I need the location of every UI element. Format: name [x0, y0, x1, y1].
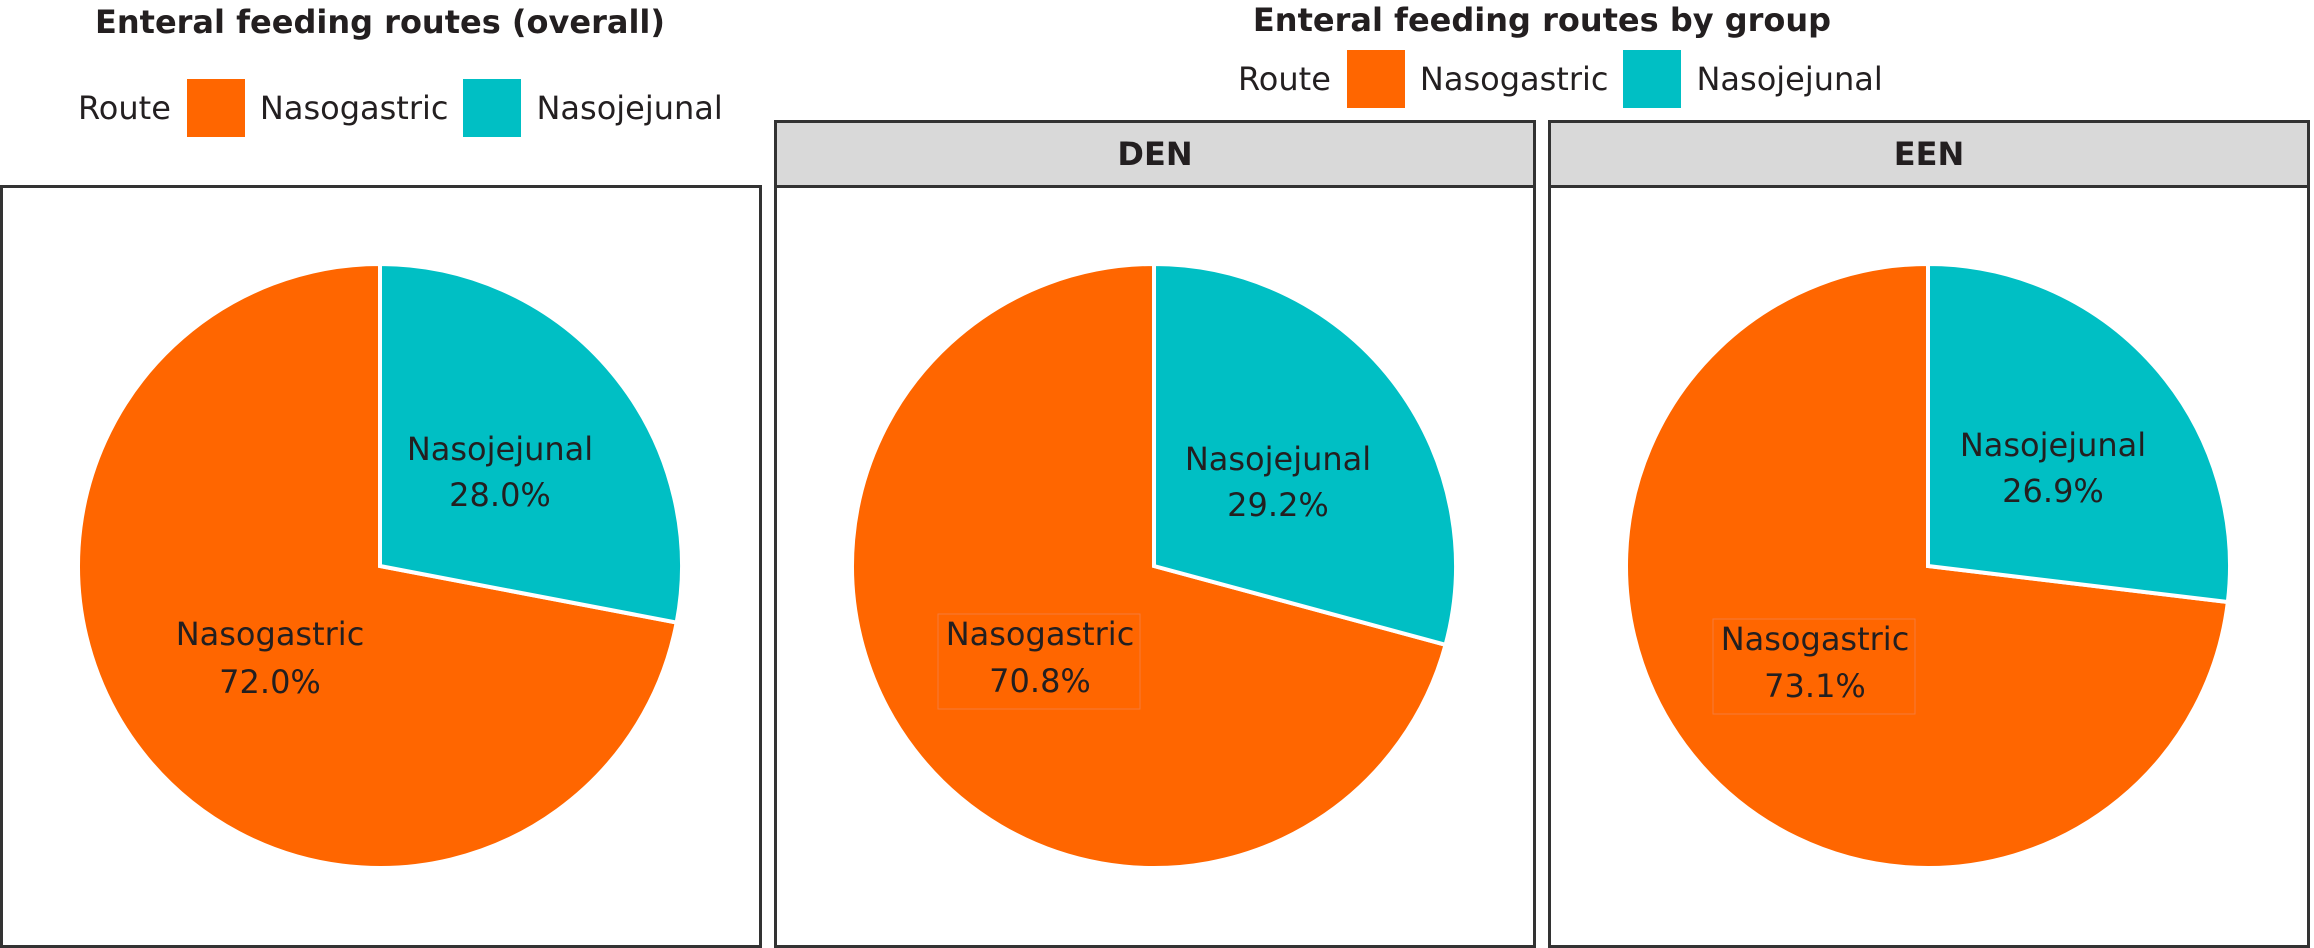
slice-nasojejunal [1926, 261, 2232, 605]
label-nasojejunal-pct: 26.9% [2002, 472, 2104, 510]
een-nasogastric-label-box [1712, 618, 1916, 715]
label-nasogastric-name: Nasogastric [176, 615, 365, 653]
legend-label-nasojejunal: Nasojejunal [536, 89, 723, 127]
nasogastric-swatch [186, 79, 245, 137]
label-nasogastric-name: Nasogastric [1721, 620, 1910, 658]
nasojejunal-swatch [1623, 50, 1682, 108]
facet-strip-den: DEN [774, 120, 1536, 186]
by-group-legend: Route Nasogastric Nasojejunal [1238, 49, 1898, 109]
nasojejunal-swatch [463, 79, 522, 137]
label-nasogastric-name: Nasogastric [946, 615, 1135, 653]
legend-title: Route [1238, 60, 1331, 98]
label-nasojejunal-name: Nasojejunal [407, 430, 593, 468]
legend-title: Route [78, 89, 171, 127]
den-pie [850, 261, 1458, 870]
label-nasogastric-pct: 73.1% [1764, 667, 1866, 705]
nasogastric-swatch [1346, 50, 1405, 108]
slice-nasojejunal [378, 261, 684, 625]
slice-nasogastric [850, 261, 1449, 870]
legend-label-nasogastric: Nasogastric [1419, 60, 1609, 98]
facet-strip-een: EEN [1548, 120, 2310, 186]
label-nasogastric-pct: 70.8% [989, 662, 1091, 700]
label-nasojejunal-pct: 28.0% [449, 476, 551, 514]
een-pie [1624, 261, 2232, 870]
slice-nasogastric [76, 261, 679, 870]
overall-legend: Route Nasogastric Nasojejunal [78, 78, 738, 138]
by-group-chart-title: Enteral feeding routes by group [1252, 1, 1832, 39]
label-nasogastric-pct: 72.0% [219, 663, 321, 701]
overall-chart-title: Enteral feeding routes (overall) [95, 3, 665, 41]
label-nasojejunal-name: Nasojejunal [1960, 426, 2146, 464]
legend-label-nasogastric: Nasogastric [259, 89, 449, 127]
slice-nasojejunal [1152, 261, 1458, 648]
overall-pie [76, 261, 684, 870]
den-nasogastric-label-box [937, 613, 1141, 710]
legend-label-nasojejunal: Nasojejunal [1696, 60, 1883, 98]
label-nasojejunal-name: Nasojejunal [1185, 440, 1371, 478]
label-nasojejunal-pct: 29.2% [1227, 486, 1329, 524]
